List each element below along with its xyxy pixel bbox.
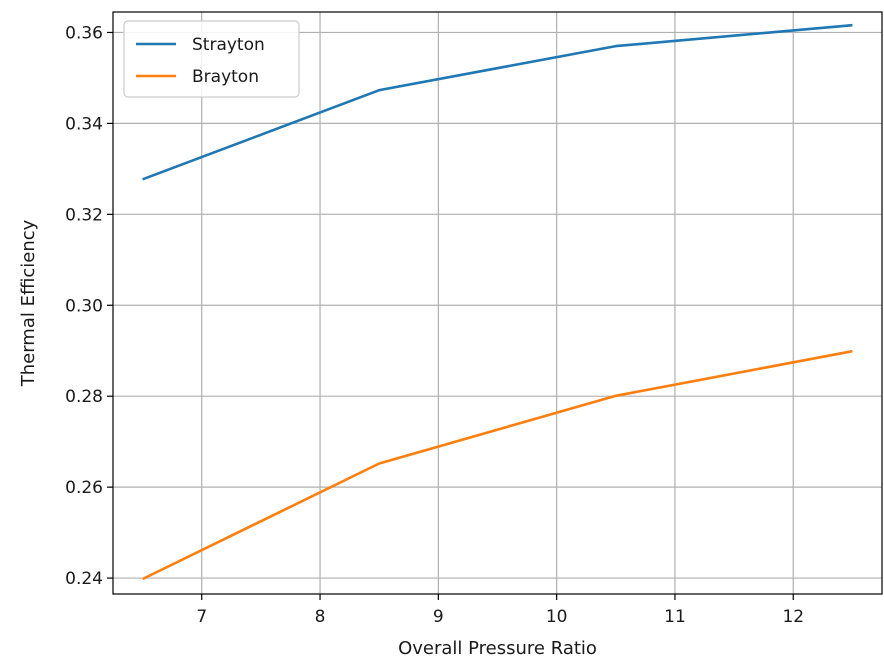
x-axis-label: Overall Pressure Ratio [398,638,597,659]
y-axis-ticks: 0.24 0.26 0.28 0.30 0.32 0.34 0.36 [65,23,113,589]
y-tick-label: 0.36 [65,23,103,43]
series-line-strayton [142,23,853,181]
legend-label: Brayton [192,67,259,87]
legend-label: Strayton [192,35,265,55]
y-tick-label: 0.28 [65,387,103,407]
grid-lines [113,12,882,594]
x-tick-label: 9 [433,607,444,627]
y-tick-label: 0.32 [65,205,103,225]
series-line-brayton [142,349,853,581]
legend-box [123,20,300,98]
x-tick-label: 11 [664,607,686,627]
y-tick-label: 0.30 [65,296,103,316]
legend: Strayton Brayton [123,20,300,98]
x-axis-ticks: 7 8 9 10 11 12 [196,594,804,627]
y-tick-label: 0.26 [65,478,103,498]
plot-frame [112,11,883,595]
y-tick-label: 0.34 [65,114,103,134]
x-tick-label: 7 [196,607,207,627]
series-lines [142,23,853,581]
x-tick-label: 12 [782,607,804,627]
x-tick-label: 8 [315,607,326,627]
y-axis-label: Thermal Efficiency [18,219,39,387]
y-tick-label: 0.24 [65,569,103,589]
x-tick-label: 10 [546,607,568,627]
